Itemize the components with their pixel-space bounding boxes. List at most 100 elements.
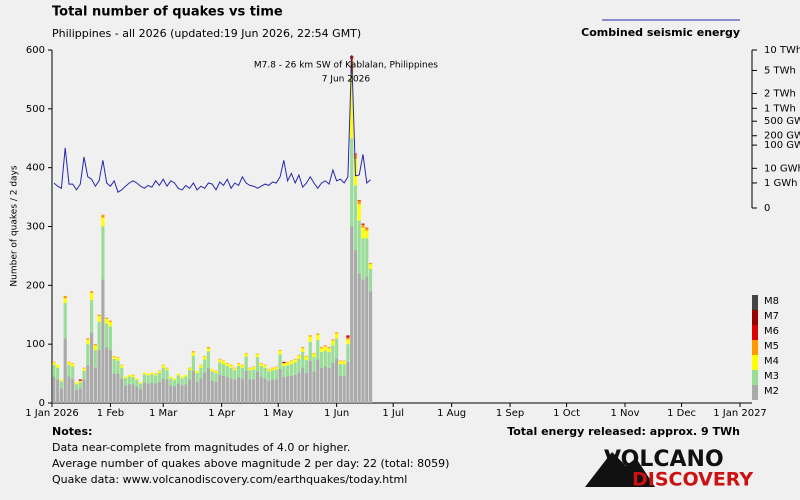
x-tick-label: 1 Nov	[610, 408, 639, 419]
legend-label: Combined seismic energy	[581, 26, 740, 39]
bar-segment	[116, 373, 120, 403]
bar-segment	[304, 360, 309, 373]
bar-segment	[131, 377, 135, 385]
bar-segment	[252, 369, 256, 380]
bar-segment	[142, 382, 146, 403]
bar-segment	[78, 380, 82, 382]
y-tick-label: 100	[26, 339, 45, 350]
bar-segment	[319, 347, 324, 349]
legend-swatch	[752, 370, 758, 385]
y-axis-label: Number of quakes / 2 days	[10, 165, 20, 286]
bar-segment	[312, 357, 316, 372]
bar-segment	[97, 315, 101, 322]
bar-segment	[74, 384, 79, 391]
bar-segment	[169, 385, 173, 403]
bar-segment	[210, 368, 214, 372]
bar-segment	[191, 355, 195, 371]
bar-segment	[105, 323, 109, 348]
bar-segment	[263, 365, 267, 368]
bar-segment	[191, 370, 195, 403]
y-tick-label: 200	[26, 280, 45, 291]
bar-segment	[225, 365, 229, 378]
bar-segment	[221, 375, 226, 403]
bar-segment	[139, 382, 143, 384]
bar-segment	[342, 360, 346, 362]
bar-segment	[301, 367, 305, 403]
bar-segment	[218, 374, 222, 403]
bar-segment	[184, 376, 188, 385]
bar-segment	[86, 339, 90, 345]
bar-segment	[165, 367, 169, 369]
bar-segment	[218, 362, 222, 375]
bar-segment	[218, 359, 222, 363]
bar-segment	[199, 367, 203, 379]
bar-segment	[274, 366, 278, 368]
bar-segment	[78, 382, 82, 389]
bar-segment	[195, 381, 199, 403]
bar-segment	[293, 362, 297, 375]
y-tick-label: 0	[39, 398, 45, 409]
bar-segment	[312, 371, 316, 403]
bar-segment	[319, 367, 324, 403]
bar-segment	[225, 362, 229, 364]
bar-segment	[297, 358, 301, 373]
bar-segment	[131, 375, 135, 378]
bar-segment	[327, 351, 331, 368]
y2-tick-label: 0	[764, 203, 770, 214]
bar-segment	[240, 367, 244, 379]
y2-tick-label: 5 TWh	[764, 65, 796, 76]
bar-segment	[218, 358, 222, 360]
legend-swatch	[752, 340, 758, 355]
bar-segment	[176, 375, 180, 384]
bar-segment	[237, 362, 241, 364]
bar-segment	[267, 369, 271, 372]
bar-segment	[89, 300, 94, 333]
bar-segment	[78, 379, 82, 381]
bar-segment	[184, 384, 188, 403]
bar-segment	[282, 363, 286, 366]
bar-segment	[270, 367, 275, 369]
bar-segment	[233, 379, 237, 403]
x-tick-label: 1 Sep	[496, 408, 524, 419]
bar-segment	[63, 338, 67, 403]
bar-segment	[184, 374, 188, 377]
bar-segment	[346, 361, 350, 403]
bar-segment	[221, 360, 226, 362]
bar-segment	[82, 367, 86, 369]
bar-segment	[365, 238, 369, 277]
bar-segment	[278, 350, 282, 355]
bar-segment	[335, 358, 339, 403]
bar-segment	[327, 347, 331, 349]
bar-segment	[116, 357, 120, 361]
bar-segment	[233, 368, 237, 371]
bar-segment	[127, 376, 131, 385]
bar-segment	[301, 351, 305, 368]
bar-segment	[244, 356, 248, 371]
bar-segment	[255, 353, 260, 355]
bar-segment	[59, 381, 64, 389]
bar-segment	[252, 366, 256, 368]
bar-segment	[233, 367, 237, 369]
bar-segment	[331, 339, 335, 341]
bar-segment	[157, 381, 162, 403]
bar-segment	[52, 361, 56, 363]
legend-label: M3	[764, 371, 779, 382]
bar-segment	[59, 388, 64, 403]
x-tick-label: 1 Oct	[553, 408, 580, 419]
bar-segment	[346, 337, 350, 340]
bar-segment	[203, 359, 207, 373]
bar-segment	[101, 279, 105, 403]
y2-tick-label: 1 GWh	[764, 178, 798, 189]
bar-segment	[353, 250, 358, 403]
annotation: M7.8 - 26 km SW of Kablalan, Philippines	[254, 61, 438, 71]
bar-segment	[365, 230, 369, 239]
y2-tick-label: 10 TWh	[764, 45, 800, 56]
bar-segment	[263, 367, 267, 379]
bar-segment	[199, 365, 203, 368]
bar-segment	[86, 338, 90, 340]
bar-segment	[244, 353, 248, 357]
bar-segment	[214, 381, 218, 403]
bar-segment	[112, 373, 116, 403]
bar-segment	[165, 368, 169, 371]
bar-segment	[89, 291, 94, 293]
